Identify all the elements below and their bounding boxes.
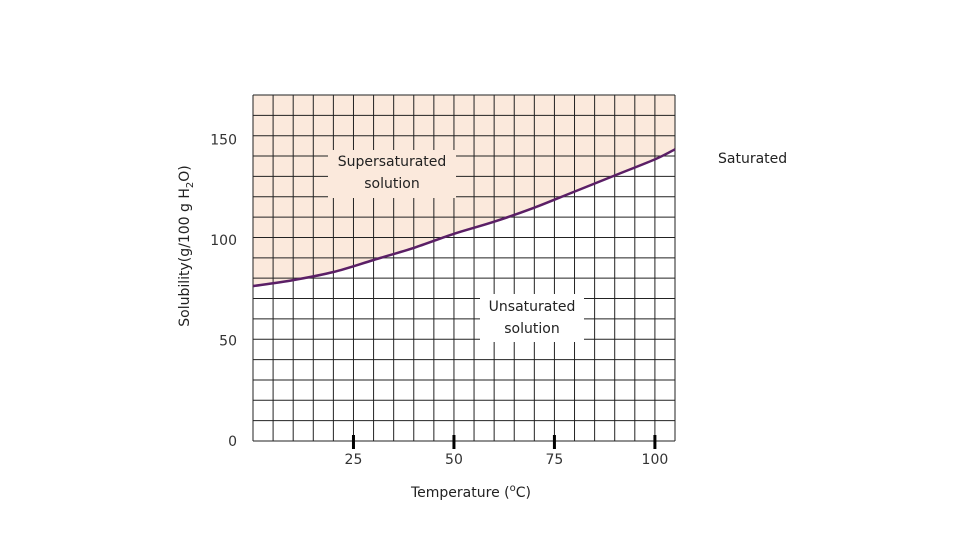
- unsaturated-label-bg: [480, 294, 584, 342]
- x-tick-label: 75: [546, 452, 564, 468]
- y-tick-label: 100: [210, 233, 237, 249]
- y-tick-label: 0: [228, 434, 237, 450]
- saturated-curve-line: [252, 148, 676, 288]
- y-tick-label: 50: [219, 333, 237, 349]
- supersaturated-region-fill: [253, 95, 675, 287]
- x-axis-ticks: [351, 435, 657, 449]
- x-tick-labels: 25 50 75 100: [345, 452, 669, 468]
- supersaturated-label-line2: solution: [364, 176, 419, 192]
- x-tick-label: 25: [345, 452, 363, 468]
- x-tick-label: 50: [445, 452, 463, 468]
- chart-grid: [252, 94, 676, 442]
- x-tick-label: 100: [642, 452, 669, 468]
- unsaturated-label-line2: solution: [504, 321, 559, 337]
- x-axis-title: Temperature (oC): [410, 483, 531, 501]
- saturated-curve-label: Saturated: [718, 151, 787, 167]
- supersaturated-label-bg: [328, 150, 456, 198]
- y-tick-label: 150: [210, 132, 237, 148]
- supersaturated-label-line1: Supersaturated: [338, 154, 447, 170]
- y-tick-labels: 0 50 100 150: [210, 132, 237, 450]
- y-axis-title: Solubility(g/100 g H2O): [177, 165, 196, 327]
- unsaturated-label-line1: Unsaturated: [489, 299, 576, 315]
